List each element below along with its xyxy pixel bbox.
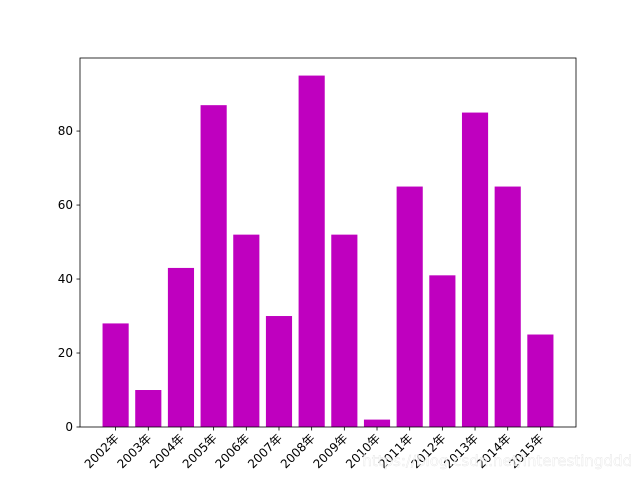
y-tick-label: 0	[65, 420, 73, 434]
bar	[527, 334, 554, 427]
bar	[265, 316, 293, 427]
bar	[494, 186, 521, 427]
axes-frame	[79, 57, 577, 428]
bar	[167, 267, 195, 427]
bar	[429, 275, 456, 427]
y-tick-label: 80	[58, 124, 73, 138]
bar	[233, 234, 260, 427]
bar	[200, 105, 227, 428]
y-tick-label: 60	[58, 198, 73, 212]
watermark: https://blog.csdn.net/interestingddd	[362, 452, 632, 470]
bar	[396, 186, 423, 427]
y-tick-label: 20	[58, 346, 73, 360]
bar	[298, 75, 325, 428]
bar	[331, 234, 358, 427]
bar	[135, 390, 162, 427]
bar	[363, 419, 391, 427]
bar	[461, 112, 489, 428]
bar	[102, 323, 129, 427]
y-tick-label: 40	[58, 272, 73, 286]
